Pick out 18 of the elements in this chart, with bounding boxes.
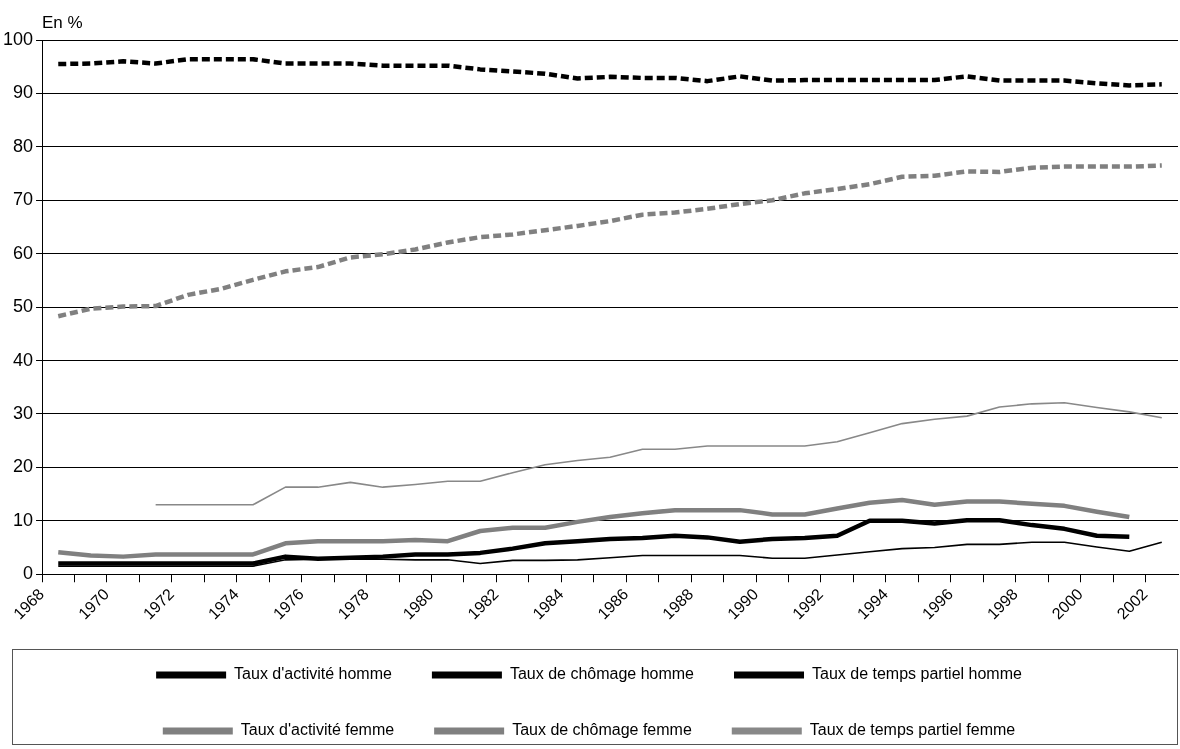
y-tick-label: 70 bbox=[13, 189, 34, 210]
y-tick-label: 0 bbox=[23, 563, 34, 584]
y-tick-label: 60 bbox=[13, 242, 34, 263]
legend-label: Taux de chômage femme bbox=[512, 721, 692, 739]
y-tick-label: 20 bbox=[13, 456, 34, 477]
legend-label: Taux d'activité homme bbox=[234, 665, 393, 683]
y-tick-label: 80 bbox=[13, 135, 34, 156]
y-tick-label: 10 bbox=[13, 509, 34, 530]
y-tick-label: 40 bbox=[13, 349, 34, 370]
y-tick-label: 100 bbox=[2, 28, 34, 49]
legend-label: Taux de chômage homme bbox=[509, 665, 695, 683]
y-axis-title: En % bbox=[42, 13, 83, 33]
y-tick-label: 90 bbox=[13, 82, 34, 103]
legend-label: Taux de temps partiel femme bbox=[809, 721, 1016, 739]
legend-label: Taux de temps partiel homme bbox=[812, 665, 1022, 683]
y-tick-label: 30 bbox=[13, 402, 34, 423]
legend-label: Taux d'activité femme bbox=[240, 721, 395, 739]
y-tick-label: 50 bbox=[13, 296, 34, 317]
